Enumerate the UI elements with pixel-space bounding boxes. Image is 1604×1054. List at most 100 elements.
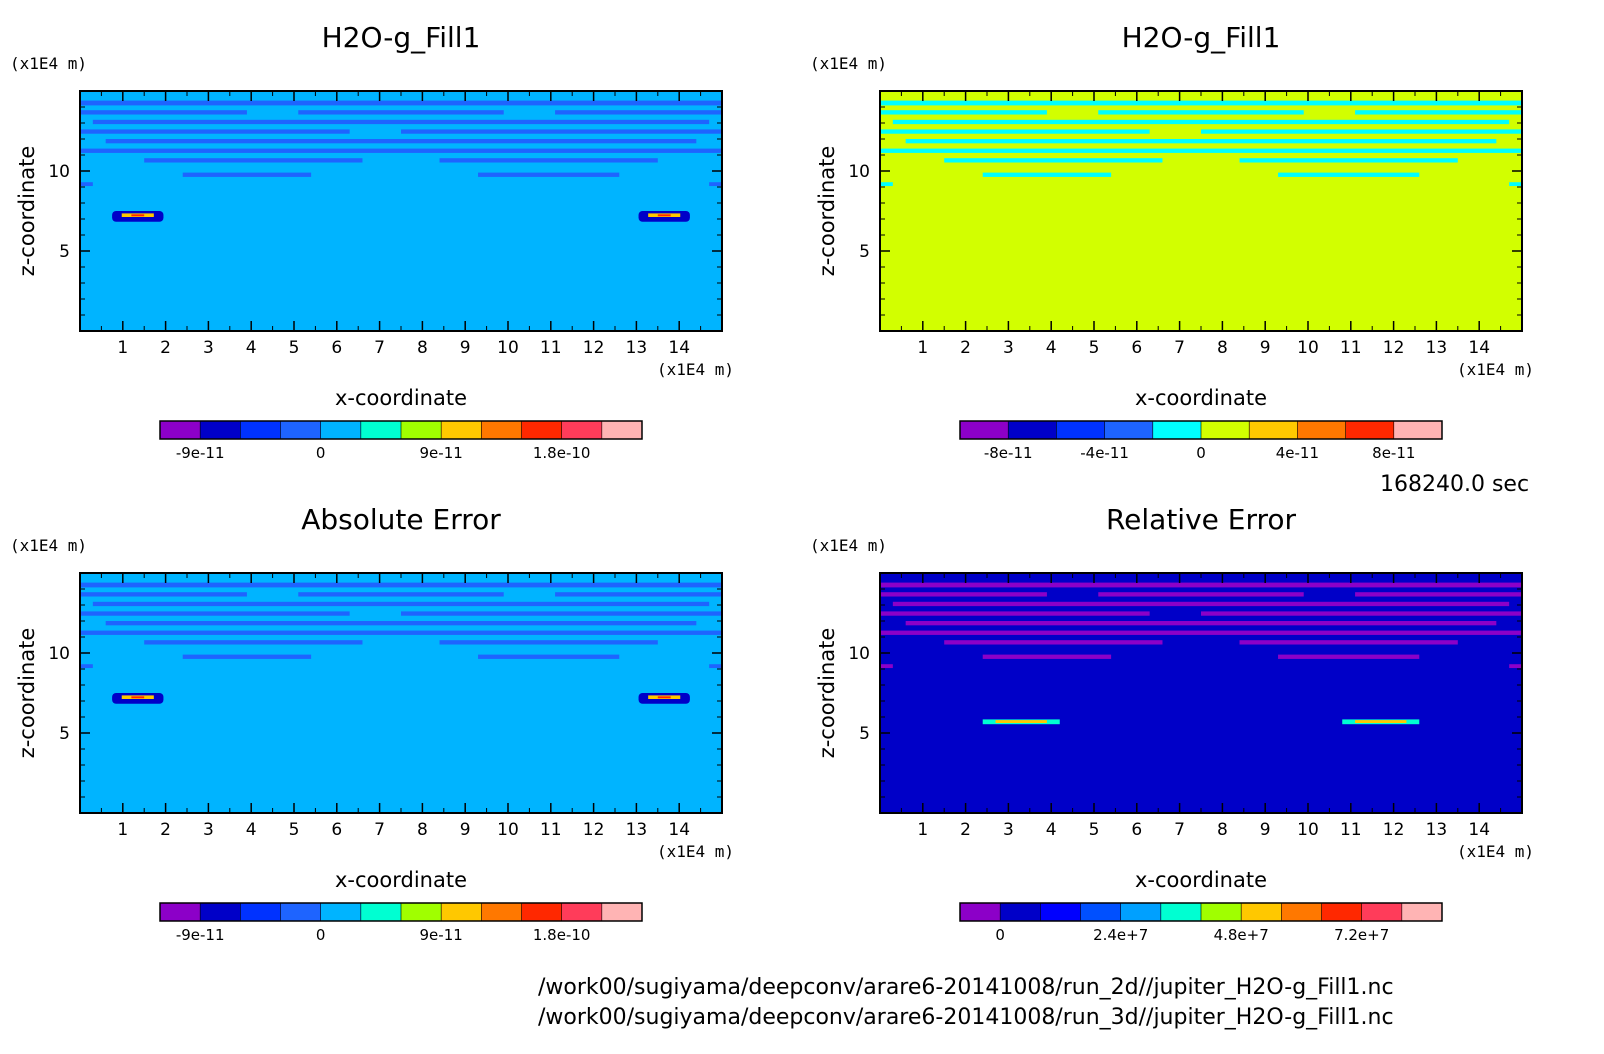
x-tick-label: 8 (1217, 820, 1228, 840)
x-tick-label: 6 (331, 820, 342, 840)
y-axis-label: z-coordinate (815, 146, 839, 277)
x-tick-label: 4 (246, 338, 257, 358)
chart-panel-3: Absolute Error(x1E4 m)1 2 3 4 5 6 7 8 9 10 11 12 13 1… (10, 503, 734, 944)
y-unit-label: (x1E4 m) (10, 536, 87, 555)
file-path-2d: /work00/sugiyama/deepconv/arare6-2014100… (538, 975, 1394, 1000)
x-tick-label: 4 (246, 820, 257, 840)
x-tick-label: 7 (1174, 820, 1185, 840)
x-unit-label: (x1E4 m) (657, 842, 734, 861)
y-tick-label: 10 (848, 644, 870, 664)
y-tick-label: 10 (848, 162, 870, 182)
x-tick-label: 1 (917, 820, 928, 840)
x-tick-label: 10 (497, 820, 519, 840)
colorbar-label: 0 (1196, 444, 1206, 462)
colorbar-swatch (1249, 421, 1298, 439)
x-tick-label: 5 (1089, 338, 1100, 358)
contour-band (80, 611, 350, 616)
contour-band (298, 592, 504, 597)
x-tick-label: 11 (1340, 820, 1362, 840)
colorbar-swatch (240, 421, 281, 439)
y-axis-label: z-coordinate (815, 628, 839, 759)
contour-band (80, 664, 93, 669)
x-tick-label: 3 (203, 820, 214, 840)
x-tick-label: 11 (1340, 338, 1362, 358)
contour-band (880, 592, 1047, 597)
colorbar-swatch (401, 421, 442, 439)
contour-band (880, 110, 1047, 115)
contour-band (1239, 640, 1458, 645)
x-tick-label: 14 (668, 820, 690, 840)
x-tick-label: 4 (1046, 338, 1057, 358)
x-tick-label: 13 (1426, 820, 1448, 840)
contour-band (1278, 172, 1420, 177)
x-tick-label: 9 (1260, 820, 1271, 840)
contour-band (880, 129, 1150, 134)
colorbar-swatch (1297, 421, 1347, 439)
x-tick-label: 12 (583, 820, 605, 840)
colorbar-swatch (441, 421, 482, 439)
colorbar-swatch (1241, 903, 1282, 921)
colorbar-label: 9e-11 (420, 444, 463, 462)
x-tick-label: 14 (1468, 338, 1490, 358)
contour-band (982, 172, 1112, 177)
colorbar-swatch (481, 903, 522, 921)
x-tick-label: 12 (583, 338, 605, 358)
contour-band (1509, 664, 1522, 669)
x-tick-label: 9 (460, 820, 471, 840)
y-unit-label: (x1E4 m) (810, 536, 887, 555)
contour-band (80, 592, 247, 597)
chart-title: H2O-g_Fill1 (322, 21, 481, 54)
x-tick-label: 14 (1468, 820, 1490, 840)
chart-title: Relative Error (1106, 503, 1297, 536)
colorbar-swatch (960, 421, 1009, 439)
colorbar-swatch (200, 903, 241, 921)
colorbar-label: -8e-11 (984, 444, 1033, 462)
x-tick-label: 13 (626, 820, 648, 840)
contour-band (182, 172, 312, 177)
contour-band (80, 148, 722, 153)
contour-blob-peak (657, 696, 671, 699)
colorbar-swatch (601, 421, 643, 439)
contour-band (1355, 592, 1522, 597)
x-tick-label: 9 (460, 338, 471, 358)
x-tick-label: 5 (289, 338, 300, 358)
y-tick-label: 10 (48, 644, 70, 664)
colorbar-swatch (1160, 903, 1202, 921)
contour-band (709, 182, 722, 187)
colorbar-label: 0 (316, 926, 326, 944)
colorbar-swatch (360, 421, 402, 439)
colorbar-swatch (160, 421, 201, 439)
colorbar-swatch (1393, 421, 1443, 439)
colorbar-swatch (200, 421, 241, 439)
colorbar-label: 2.4e+7 (1093, 926, 1148, 944)
contour-band (944, 158, 1163, 163)
colorbar-label: -9e-11 (176, 926, 225, 944)
contour-band (892, 119, 1510, 125)
x-unit-label: (x1E4 m) (1457, 842, 1534, 861)
x-tick-label: 1 (117, 820, 128, 840)
x-axis-label: x-coordinate (335, 868, 467, 892)
x-tick-label: 7 (374, 338, 385, 358)
contour-band (892, 601, 1510, 607)
colorbar-swatch (280, 421, 322, 439)
contour-band (880, 611, 1150, 616)
colorbar-swatch (360, 903, 402, 921)
x-tick-label: 1 (917, 338, 928, 358)
x-tick-label: 12 (1383, 820, 1405, 840)
x-tick-label: 7 (1174, 338, 1185, 358)
contour-band (709, 664, 722, 669)
colorbar-swatch (1008, 421, 1057, 439)
x-tick-label: 10 (1297, 338, 1319, 358)
contour-band (880, 182, 893, 187)
y-unit-label: (x1E4 m) (810, 54, 887, 73)
x-tick-label: 5 (289, 820, 300, 840)
colorbar-swatch (1345, 421, 1395, 439)
x-tick-label: 4 (1046, 820, 1057, 840)
x-tick-label: 5 (1089, 820, 1100, 840)
colorbar-swatch (401, 903, 442, 921)
y-unit-label: (x1E4 m) (10, 54, 87, 73)
time-label: 168240.0 sec (1380, 472, 1530, 497)
colorbar-swatch (481, 421, 522, 439)
x-tick-label: 6 (331, 338, 342, 358)
